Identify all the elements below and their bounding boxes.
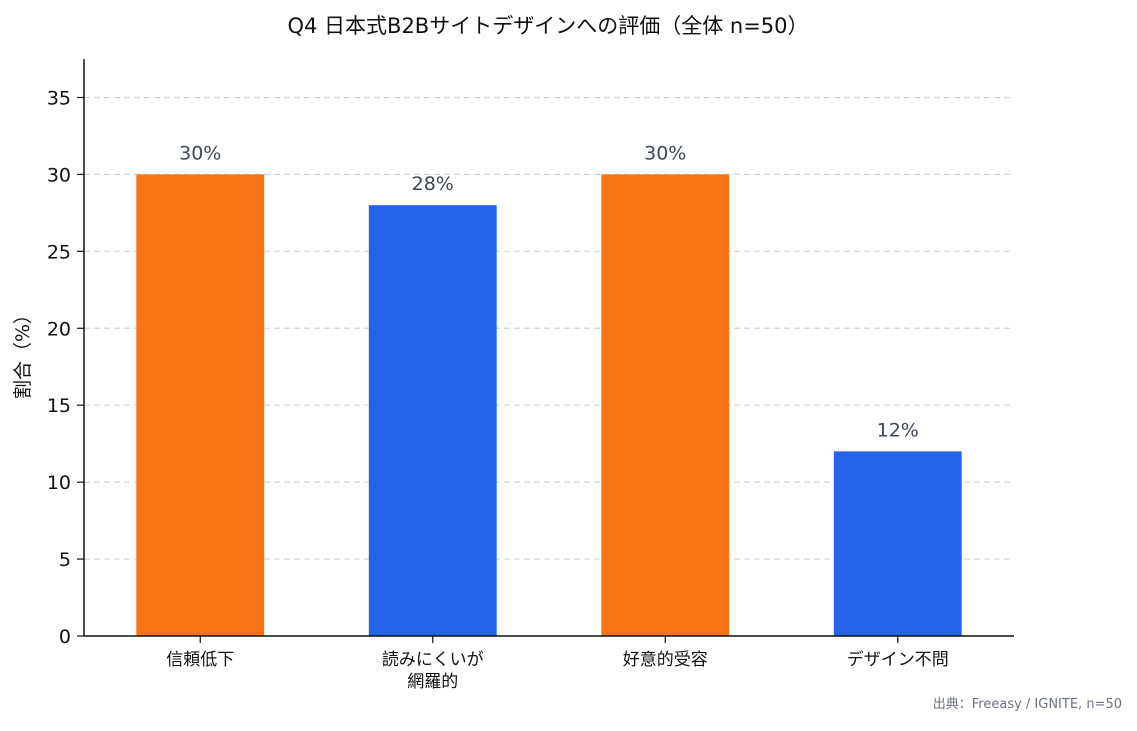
y-axis-ticks: 0 5 10 15 20 25 30 35 — [47, 87, 84, 648]
y-axis-label: 割合（%） — [12, 305, 34, 399]
y-tick-label: 0 — [59, 626, 71, 648]
y-tick-label: 15 — [47, 395, 71, 417]
x-tick-label: 好意的受容 — [623, 650, 708, 670]
chart-title: Q4 日本式B2Bサイトデザインへの評価（全体 n=50） — [287, 14, 808, 38]
data-labels: 30% 28% 30% 12% — [179, 142, 919, 441]
bar — [833, 451, 962, 636]
y-tick-label: 5 — [59, 549, 71, 571]
bar — [368, 205, 497, 636]
bar — [601, 174, 730, 636]
y-tick-label: 25 — [47, 241, 71, 263]
y-tick-label: 10 — [47, 472, 71, 494]
y-tick-label: 35 — [47, 87, 71, 109]
bar — [136, 174, 265, 636]
data-label: 12% — [877, 419, 919, 441]
bars — [136, 174, 962, 636]
x-tick-label: 読みにくいが網羅的 — [382, 650, 484, 692]
x-axis-ticks: 信頼低下 読みにくいが網羅的 好意的受容 デザイン不問 — [166, 636, 949, 692]
source-note: 出典：Freeasy / IGNITE, n=50 — [933, 697, 1122, 712]
x-tick-label: デザイン不問 — [847, 649, 949, 670]
y-tick-label: 20 — [47, 318, 71, 340]
data-label: 28% — [412, 173, 454, 195]
data-label: 30% — [179, 142, 221, 164]
y-tick-label: 30 — [47, 164, 71, 186]
x-tick-label: 信頼低下 — [166, 650, 234, 670]
data-label: 30% — [644, 142, 686, 164]
